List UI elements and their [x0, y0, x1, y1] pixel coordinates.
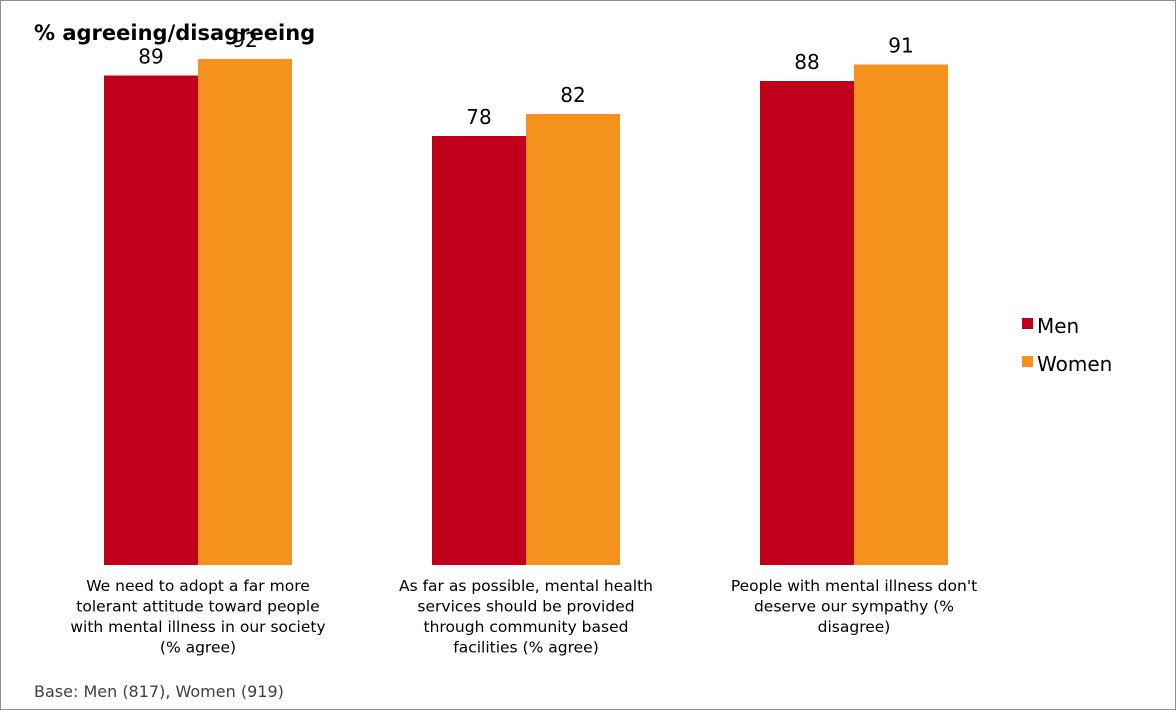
legend: Men Women — [1022, 314, 1112, 376]
data-label-men-3: 88 — [794, 50, 819, 74]
legend-label-men: Men — [1037, 314, 1079, 338]
data-label-men-2: 78 — [466, 105, 491, 129]
category-label-1-line-2: tolerant attitude toward people — [76, 598, 319, 616]
category-label-2-line-4: facilities (% agree) — [453, 639, 599, 657]
category-label-2-line-2: services should be provided — [417, 598, 634, 616]
bar-women-1 — [198, 59, 292, 565]
data-label-women-2: 82 — [560, 83, 585, 107]
data-label-men-1: 89 — [138, 45, 163, 69]
bar-men-2 — [432, 136, 526, 565]
bar-women-2 — [526, 114, 620, 565]
category-label-2-line-1: As far as possible, mental health — [399, 577, 653, 595]
bar-men-3 — [760, 81, 854, 565]
base-footnote: Base: Men (817), Women (919) — [34, 682, 284, 701]
legend-swatch-women — [1022, 356, 1033, 367]
plot-area: 89 92 We need to adopt a far more tolerant … — [70, 28, 977, 657]
chart-title: % agreeing/disagreeing — [34, 21, 315, 45]
data-label-women-3: 91 — [888, 34, 913, 58]
legend-label-women: Women — [1037, 352, 1112, 376]
category-label-1-line-3: with mental illness in our society — [70, 618, 325, 636]
data-label-women-1: 92 — [232, 28, 257, 52]
bar-women-3 — [854, 64, 948, 565]
category-label-1-line-1: We need to adopt a far more — [86, 577, 310, 595]
category-label-3-line-3: disagree) — [818, 618, 891, 636]
category-label-2-line-3: through community based — [424, 618, 629, 636]
legend-swatch-men — [1022, 318, 1033, 329]
category-label-3-line-1: People with mental illness don't — [731, 577, 977, 595]
category-label-1-line-4: (% agree) — [160, 639, 236, 657]
category-label-3-line-2: deserve our sympathy (% — [754, 598, 954, 616]
bar-men-1 — [104, 75, 198, 565]
